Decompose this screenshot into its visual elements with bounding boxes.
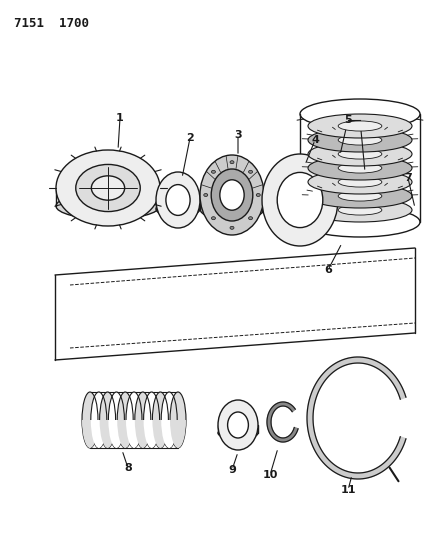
Text: 3: 3	[234, 130, 242, 140]
Ellipse shape	[211, 169, 253, 221]
Ellipse shape	[211, 217, 215, 220]
Ellipse shape	[277, 172, 323, 228]
Ellipse shape	[338, 121, 382, 131]
Polygon shape	[307, 357, 406, 479]
Ellipse shape	[220, 180, 244, 210]
Ellipse shape	[211, 171, 215, 173]
Ellipse shape	[91, 176, 125, 200]
Text: 11: 11	[340, 485, 356, 495]
Ellipse shape	[156, 172, 200, 228]
Ellipse shape	[308, 142, 412, 166]
Ellipse shape	[200, 198, 264, 220]
Polygon shape	[267, 402, 298, 442]
Ellipse shape	[166, 184, 190, 215]
Ellipse shape	[56, 193, 160, 219]
Ellipse shape	[76, 165, 140, 212]
Text: 10: 10	[262, 470, 278, 480]
Ellipse shape	[156, 201, 200, 217]
Ellipse shape	[152, 392, 168, 448]
Text: 6: 6	[324, 265, 332, 275]
Ellipse shape	[308, 184, 412, 208]
Ellipse shape	[249, 171, 253, 173]
Ellipse shape	[338, 149, 382, 159]
Ellipse shape	[218, 400, 258, 450]
Ellipse shape	[230, 161, 234, 164]
Ellipse shape	[308, 198, 412, 222]
Ellipse shape	[170, 392, 186, 448]
Ellipse shape	[338, 135, 382, 145]
Ellipse shape	[256, 193, 260, 197]
Text: 9: 9	[228, 465, 236, 475]
Text: 4: 4	[311, 135, 319, 145]
Ellipse shape	[308, 128, 412, 152]
Ellipse shape	[338, 177, 382, 187]
Ellipse shape	[144, 392, 160, 448]
Ellipse shape	[338, 205, 382, 215]
Ellipse shape	[262, 154, 338, 246]
Ellipse shape	[161, 392, 177, 448]
Text: 7151  1700: 7151 1700	[14, 17, 89, 30]
Ellipse shape	[135, 392, 151, 448]
Ellipse shape	[204, 193, 208, 197]
Ellipse shape	[100, 392, 116, 448]
Ellipse shape	[200, 155, 264, 235]
Ellipse shape	[230, 227, 234, 229]
Ellipse shape	[108, 392, 125, 448]
Text: 2: 2	[186, 133, 194, 143]
Ellipse shape	[117, 392, 133, 448]
Text: 8: 8	[124, 463, 132, 473]
Ellipse shape	[308, 156, 412, 180]
Ellipse shape	[228, 412, 248, 438]
Text: 1: 1	[116, 113, 124, 123]
Text: 7: 7	[404, 173, 412, 183]
Ellipse shape	[338, 191, 382, 201]
Ellipse shape	[82, 392, 98, 448]
Text: 5: 5	[344, 115, 352, 125]
Ellipse shape	[262, 200, 338, 220]
Ellipse shape	[218, 427, 258, 439]
Ellipse shape	[126, 392, 142, 448]
Ellipse shape	[308, 114, 412, 138]
Ellipse shape	[91, 392, 107, 448]
Ellipse shape	[249, 217, 253, 220]
Ellipse shape	[56, 150, 160, 226]
Ellipse shape	[338, 163, 382, 173]
Ellipse shape	[308, 170, 412, 194]
